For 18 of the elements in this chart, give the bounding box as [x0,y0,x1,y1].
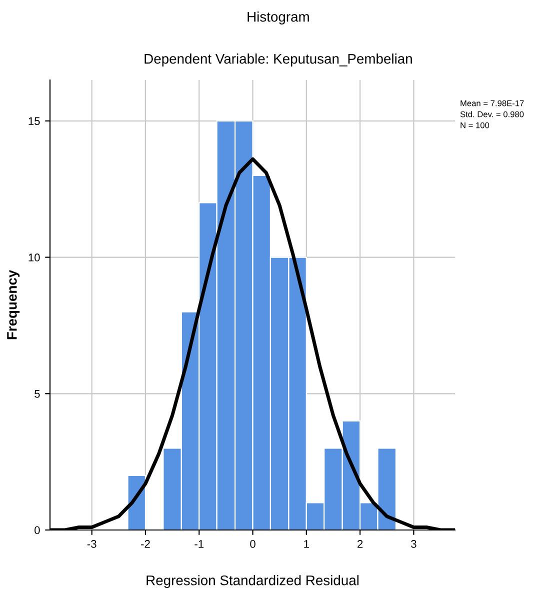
y-tick-label: 5 [34,390,40,398]
x-tick-label: 3 [411,540,416,548]
text: Mean = 7.98E-17 [460,100,524,106]
y-axis-title: Frequency [7,270,20,340]
text: Std. Dev. = 0.980 [460,111,524,118]
x-tick-label: -1 [194,540,204,548]
x-tick-label: 1 [304,540,309,548]
text: N = 100 [460,122,490,128]
x-tick-label: -2 [141,540,150,548]
y-tick-label: 15 [28,117,40,126]
x-axis-title: Regression Standardized Residual [146,575,359,588]
chart-subtitle: Dependent Variable: Keputusan_Pembelian [144,54,412,66]
chart-title: Histogram [248,12,309,24]
x-tick-label: 2 [358,540,363,548]
x-tick-label: 0 [250,540,256,548]
y-tick-label: 10 [28,254,40,262]
x-tick-label: -3 [87,540,96,548]
y-tick-label: 0 [34,526,40,534]
